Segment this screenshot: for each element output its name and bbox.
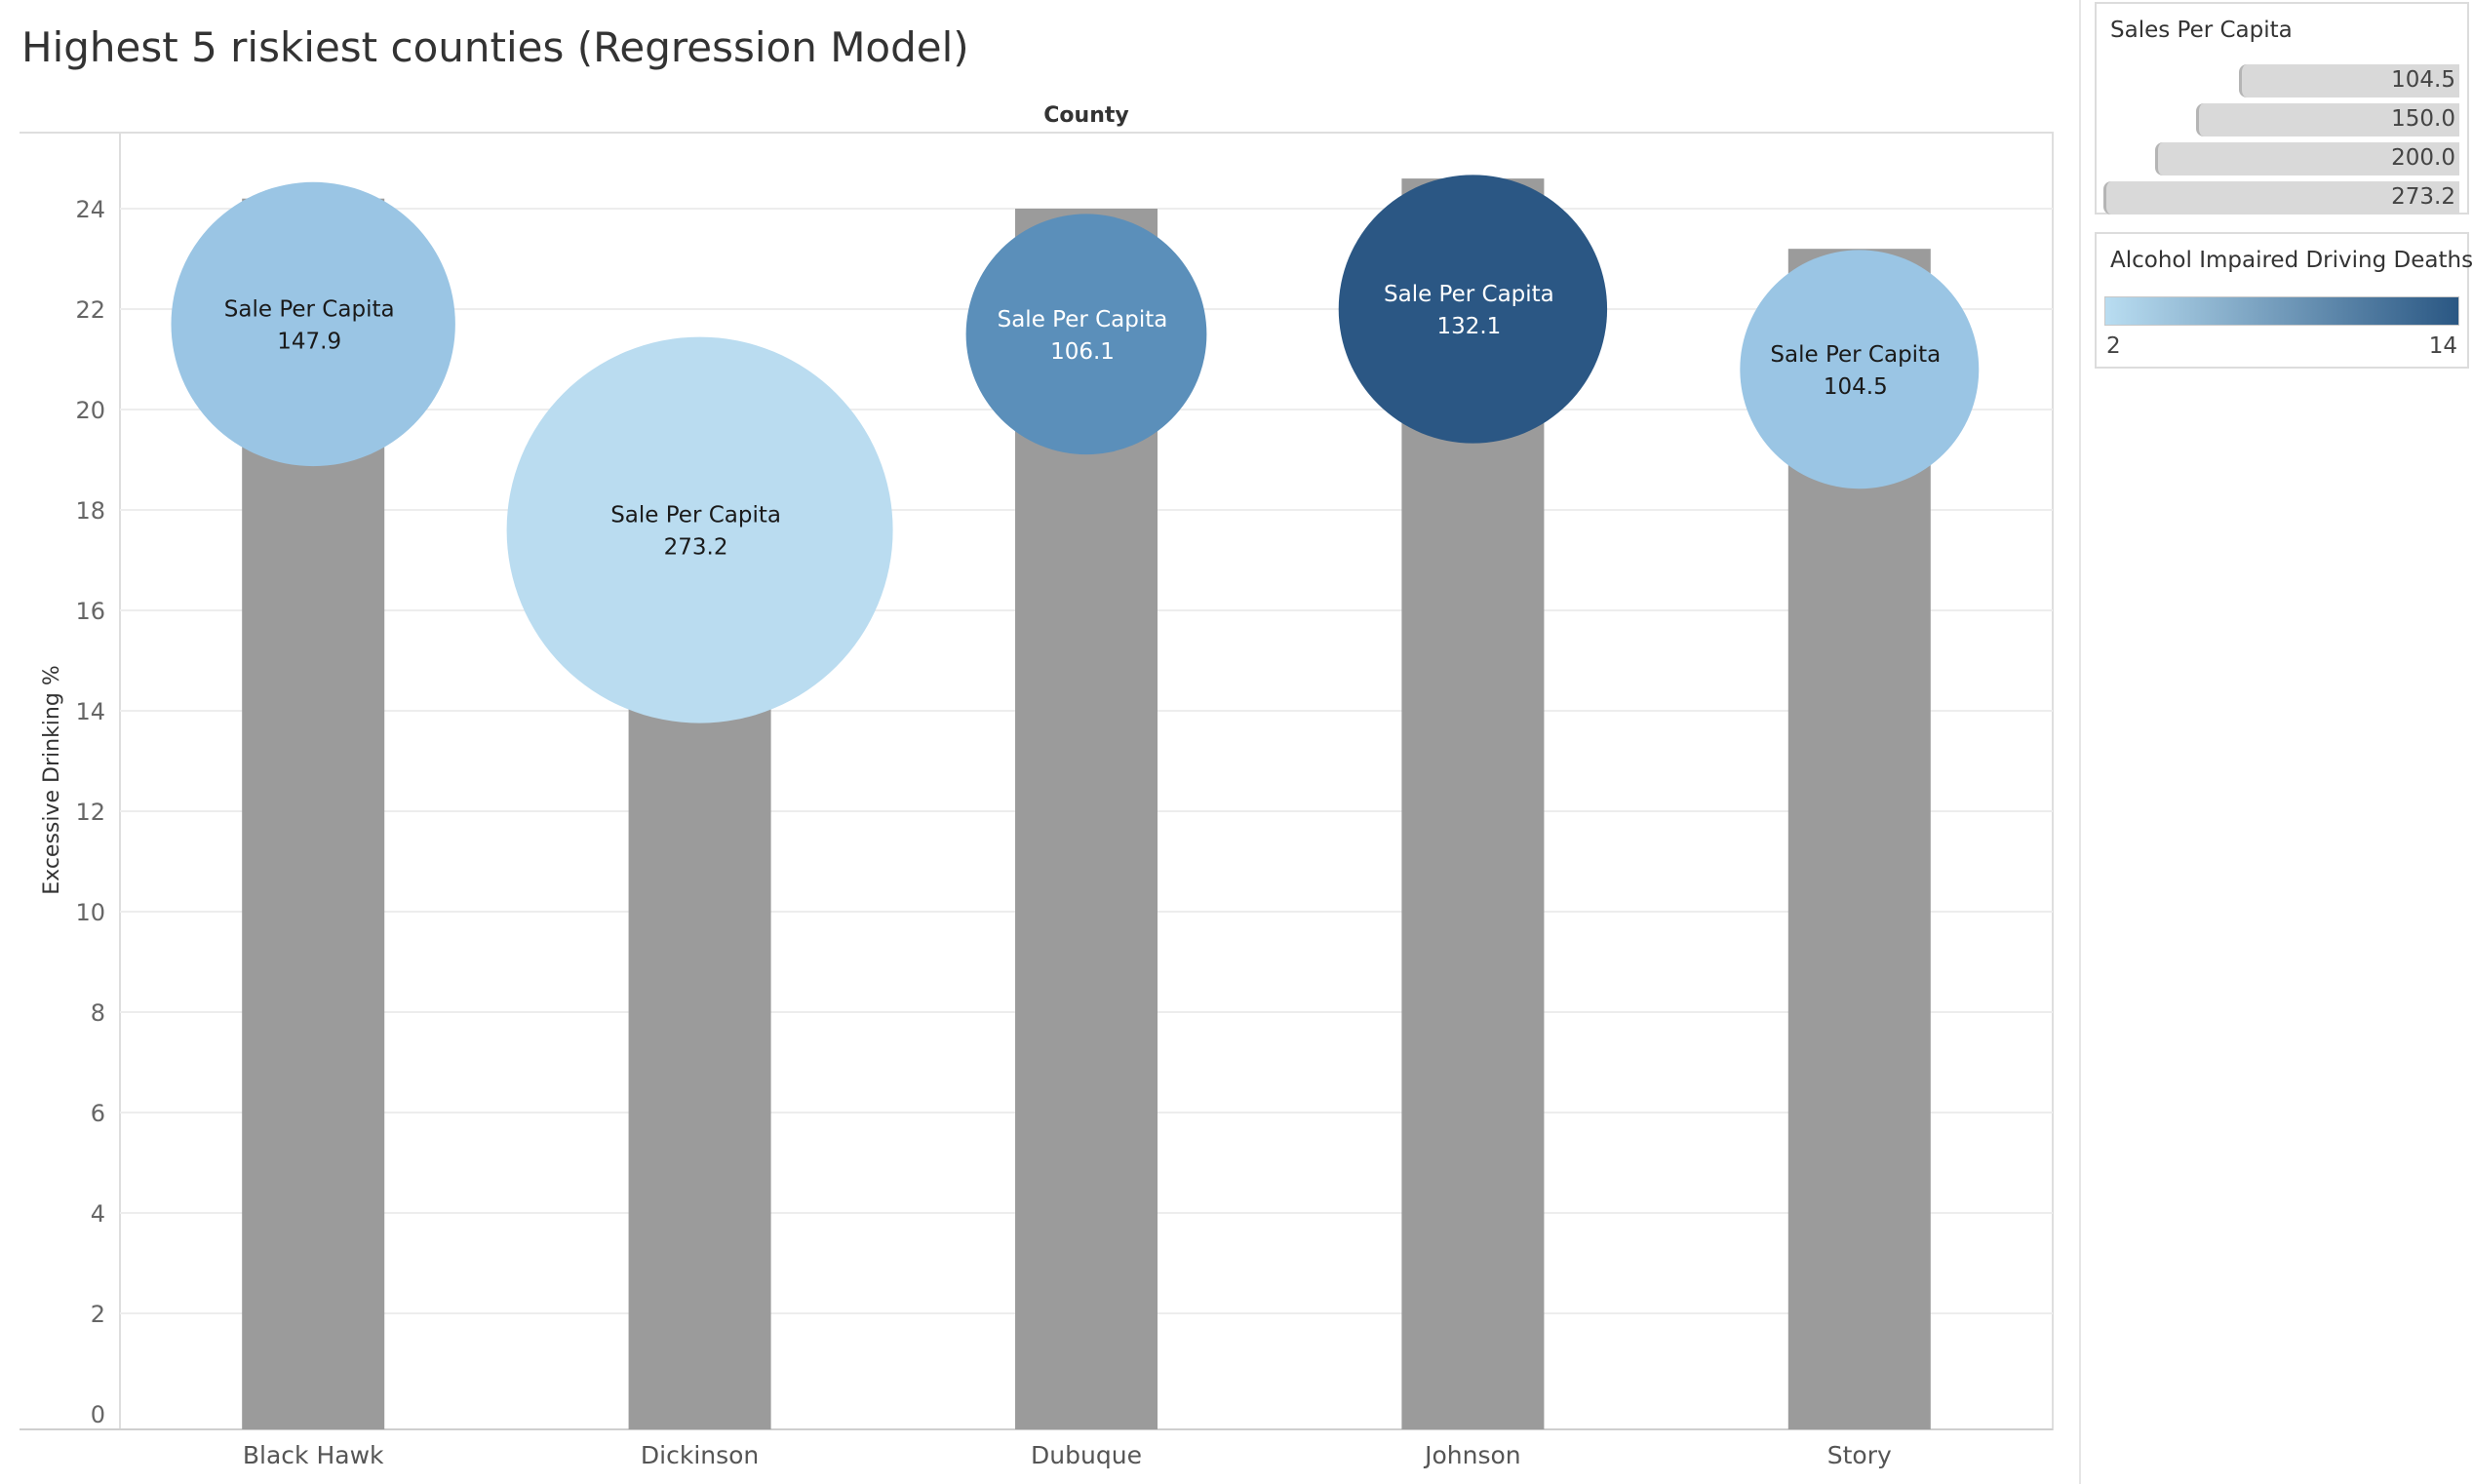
size-legend-bar: 104.5 (2239, 64, 2459, 98)
bar (628, 695, 771, 1429)
category-labels: Black Hawk Dickinson Dubuque Johnson Story (243, 1441, 1892, 1469)
bubble-label: Sale Per Capita (1770, 342, 1941, 368)
category-label: Dubuque (1031, 1441, 1142, 1469)
color-legend-title: Alcohol Impaired Driving Deaths (2110, 248, 2473, 273)
color-legend-max: 14 (2428, 333, 2457, 359)
color-legend-min: 2 (2106, 333, 2121, 359)
category-label: Johnson (1423, 1441, 1521, 1469)
bubble-value: 273.2 (664, 535, 728, 561)
size-legend-label: 150.0 (2391, 106, 2455, 132)
y-axis-title: Excessive Drinking % (40, 665, 64, 894)
size-legend-bar: 273.2 (2103, 181, 2459, 215)
y-tick-label: 12 (75, 799, 105, 826)
y-tick-label: 6 (91, 1100, 105, 1127)
bubble-value: 106.1 (1050, 339, 1115, 365)
bubble-value: 104.5 (1824, 374, 1888, 400)
color-gradient-bar (2104, 296, 2459, 326)
size-legend-bar: 200.0 (2154, 142, 2459, 176)
bubble (965, 214, 1207, 455)
category-label: Black Hawk (243, 1441, 384, 1469)
y-tick-label: 10 (75, 899, 105, 926)
y-tick-label: 2 (91, 1301, 105, 1328)
y-tick-label: 18 (75, 497, 105, 525)
bubble-label: Sale Per Capita (1384, 282, 1554, 307)
bubble (1338, 175, 1608, 444)
size-legend-label: 273.2 (2391, 184, 2455, 210)
y-tick-label: 8 (91, 999, 105, 1027)
category-label: Story (1827, 1441, 1892, 1469)
color-legend: Alcohol Impaired Driving Deaths 2 14 (2095, 232, 2473, 369)
bubble (506, 336, 893, 723)
bubble-label: Sale Per Capita (224, 296, 395, 322)
y-tick-label: 20 (75, 397, 105, 424)
chart-title: Highest 5 riskiest counties (Regression … (21, 23, 969, 71)
size-legend: Sales Per Capita 104.5 150.0 200.0 273.2 (2095, 2, 2469, 215)
bubble-value: 132.1 (1436, 314, 1501, 339)
bubble-label: Sale Per Capita (610, 503, 781, 528)
bubbles: Sale Per Capita 147.9 Sale Per Capita 273.2… (171, 175, 1980, 723)
y-tick-label: 24 (75, 196, 105, 223)
size-legend-label: 104.5 (2391, 67, 2455, 93)
bubble (1740, 250, 1980, 489)
y-tick-label: 16 (75, 598, 105, 625)
top-axis-title: County (1043, 103, 1128, 128)
y-tick-label: 0 (91, 1401, 105, 1428)
size-legend-bar: 150.0 (2195, 103, 2459, 137)
bubble-value: 147.9 (277, 329, 341, 354)
y-tick-label: 14 (75, 698, 105, 725)
size-legend-label: 200.0 (2391, 145, 2455, 171)
bubble-label: Sale Per Capita (998, 307, 1168, 332)
category-label: Dickinson (641, 1441, 759, 1469)
y-tick-label: 22 (75, 296, 105, 324)
chart-panel: Highest 5 riskiest counties (Regression … (20, 0, 2081, 1484)
y-tick-label: 4 (91, 1200, 105, 1228)
size-legend-title: Sales Per Capita (2110, 18, 2293, 43)
bubble (171, 181, 455, 467)
